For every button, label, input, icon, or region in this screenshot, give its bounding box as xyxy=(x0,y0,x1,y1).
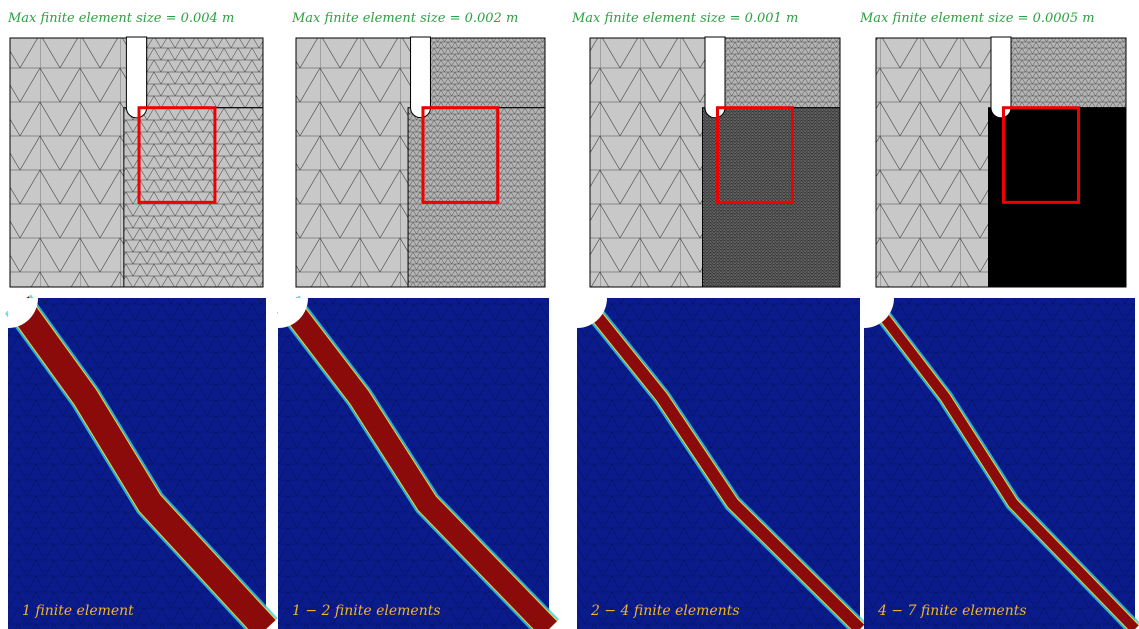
page: Max finite element size = 0.004 m 1 finit… xyxy=(0,0,1139,629)
damage-panel: 4 − 7 finite elements xyxy=(864,298,1135,629)
mesh-panel xyxy=(876,37,1126,287)
fine-mesh-top xyxy=(725,38,840,108)
fine-mesh-bottom xyxy=(703,108,841,287)
figure: Max finite element size = 0.004 m 1 finit… xyxy=(0,0,1139,629)
panel-title: Max finite element size = 0.0005 m xyxy=(859,11,1095,26)
panel-title: Max finite element size = 0.002 m xyxy=(291,11,518,26)
notch xyxy=(991,37,1011,118)
panel-caption: 1 − 2 finite elements xyxy=(292,603,441,619)
fine-mesh-top xyxy=(1011,38,1126,108)
panel-title: Max finite element size = 0.004 m xyxy=(7,11,234,26)
mesh-panel xyxy=(10,37,263,287)
panel-caption: 1 finite element xyxy=(22,603,134,619)
fine-mesh-bottom xyxy=(989,108,1127,287)
notch xyxy=(705,37,725,118)
fine-mesh-top xyxy=(147,38,263,108)
fine-mesh-bottom xyxy=(124,108,263,287)
fine-mesh-bottom xyxy=(408,108,545,287)
mesh-panel xyxy=(590,37,840,287)
panel-caption: 2 − 4 finite elements xyxy=(590,603,740,619)
fine-mesh-top xyxy=(430,38,545,108)
panel-title: Max finite element size = 0.001 m xyxy=(571,11,798,26)
damage-panel: 1 − 2 finite elements xyxy=(278,298,549,629)
notch xyxy=(411,37,431,118)
notch xyxy=(126,37,146,118)
mesh-panel xyxy=(296,37,545,287)
panel-caption: 4 − 7 finite elements xyxy=(877,603,1027,619)
damage-panel: 1 finite element xyxy=(8,298,266,629)
damage-panel: 2 − 4 finite elements xyxy=(577,298,860,629)
